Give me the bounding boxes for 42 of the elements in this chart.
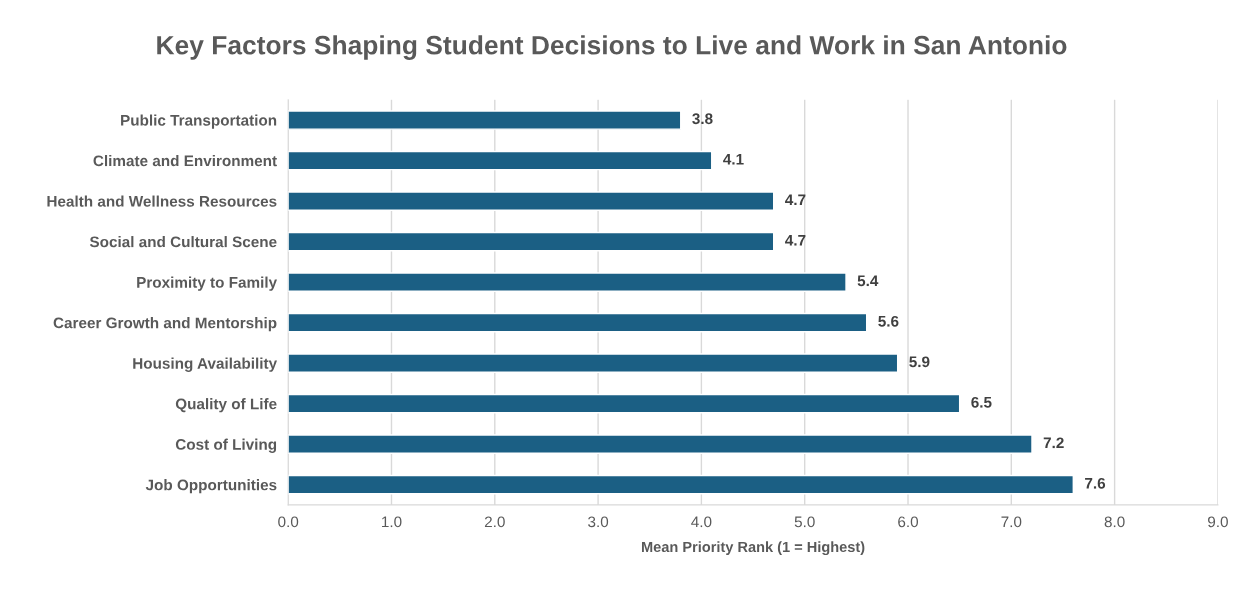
x-tick-label: 4.0 <box>691 516 712 528</box>
data-label: 5.4 <box>857 275 879 287</box>
x-tick-label: 8.0 <box>1104 516 1125 528</box>
bar <box>288 272 847 292</box>
x-tick-label: 0.0 <box>278 516 299 528</box>
y-tick-label: Cost of Living <box>175 438 277 453</box>
data-label: 7.6 <box>1085 477 1106 489</box>
y-tick-label: Climate and Environment <box>93 155 277 167</box>
x-tick-label: 2.0 <box>484 516 505 528</box>
bar <box>288 434 1033 454</box>
y-tick-label: Health and Wellness Resources <box>47 195 277 207</box>
y-tick-label: Proximity to Family <box>137 276 277 291</box>
data-label: 5.6 <box>878 315 899 327</box>
data-label: 5.9 <box>909 356 930 368</box>
y-tick-label: Job Opportunities <box>145 479 277 494</box>
y-tick-label: Housing Availability <box>133 357 278 372</box>
y-tick-label: Quality of Life <box>175 398 277 413</box>
data-label: 4.7 <box>785 235 806 246</box>
bar <box>288 191 775 211</box>
bar <box>288 110 682 130</box>
bar <box>288 474 1074 495</box>
x-tick-label: 1.0 <box>382 516 402 528</box>
chart-title: Key Factors Shaping Student Decisions to Live and Work in San Antonio <box>157 35 1067 60</box>
data-label: 3.8 <box>692 113 713 125</box>
bar <box>288 150 713 171</box>
y-tick-label: Social and Cultural Scene <box>89 236 277 248</box>
bar <box>288 312 868 333</box>
x-tick-label: 3.0 <box>588 516 609 528</box>
bar <box>288 393 961 414</box>
data-label: 6.5 <box>971 396 992 408</box>
y-tick-label: Career Growth and Mentorship <box>53 317 277 332</box>
x-tick-label: 7.0 <box>1001 516 1022 528</box>
y-tick-label: Public Transportation <box>121 114 277 129</box>
bar <box>288 231 775 252</box>
data-label: 4.7 <box>785 194 806 206</box>
bar <box>288 353 899 373</box>
x-axis-title: Mean Priority Rank (1 = Highest) <box>642 541 865 556</box>
x-tick-label: 5.0 <box>794 516 815 528</box>
x-tick-label: 6.0 <box>898 516 919 528</box>
x-tick-label: 9.0 <box>1208 516 1228 528</box>
data-label: 4.1 <box>723 154 744 165</box>
data-label: 7.2 <box>1043 437 1064 449</box>
